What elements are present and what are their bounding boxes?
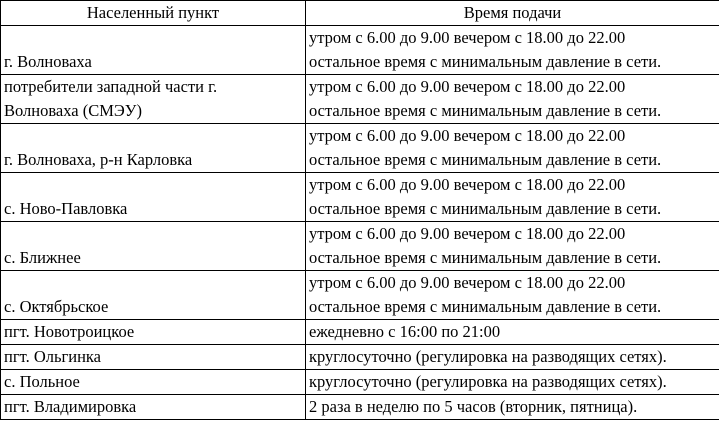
cell-line: круглосуточно (регулировка на разводящих… [309,347,667,366]
cell-line: утром с 6.00 до 9.00 вечером с 18.00 до … [309,273,626,292]
place-cell: с. Ново-Павловка [0,172,306,222]
table-row: г. Волноваха, р-н Карловка утром с 6.00 д… [0,123,719,173]
place-cell: г. Волноваха [0,25,306,75]
schedule-cell: утром с 6.00 до 9.00 вечером с 18.00 до … [305,270,719,320]
table-row: с. Польное круглосуточно (регулировка на … [0,369,719,395]
schedule-cell: утром с 6.00 до 9.00 вечером с 18.00 до … [305,74,719,124]
table-row: пгт. Новотроицкое ежедневно с 16:00 по 21… [0,319,719,345]
cell-line: Волноваха (СМЭУ) [4,101,142,120]
table-row: с. Ново-Павловка утром с 6.00 до 9.00 веч… [0,172,719,222]
cell-line: остальное время с минимальным давление в… [309,248,662,267]
schedule-cell: утром с 6.00 до 9.00 вечером с 18.00 до … [305,172,719,222]
table-row: с. Ближнее утром с 6.00 до 9.00 вечером с… [0,221,719,271]
schedule-cell: утром с 6.00 до 9.00 вечером с 18.00 до … [305,123,719,173]
header-cell: Время подачи [305,0,719,26]
schedule-cell: круглосуточно (регулировка на разводящих… [305,369,719,395]
cell-line: остальное время с минимальным давление в… [309,150,662,169]
cell-line: утром с 6.00 до 9.00 вечером с 18.00 до … [309,126,626,145]
header-row: Населенный пункт Время подачи [0,0,719,26]
place-cell: пгт. Владимировка [0,394,306,420]
cell-line: остальное время с минимальным давление в… [309,199,662,218]
cell-line: остальное время с минимальным давление в… [309,297,662,316]
cell-line: с. Октябрьское [4,297,109,316]
place-cell: г. Волноваха, р-н Карловка [0,123,306,173]
cell-line: с. Ближнее [4,248,81,267]
cell-line: г. Волноваха [4,52,92,71]
table-row: потребители западной части г. Волноваха (… [0,74,719,124]
cell-line: г. Волноваха, р-н Карловка [4,150,193,169]
cell-line: круглосуточно (регулировка на разводящих… [309,372,667,391]
schedule-cell: ежедневно с 16:00 по 21:00 [305,319,719,345]
place-cell: пгт. Новотроицкое [0,319,306,345]
cell-line: пгт. Ольгинка [4,347,102,366]
table-body: г. Волноваха утром с 6.00 до 9.00 вечером… [0,25,719,420]
cell-line: утром с 6.00 до 9.00 вечером с 18.00 до … [309,77,626,96]
cell-line: ежедневно с 16:00 по 21:00 [309,322,501,341]
place-cell: потребители западной части г. Волноваха (… [0,74,306,124]
cell-line: утром с 6.00 до 9.00 вечером с 18.00 до … [309,224,626,243]
place-cell: пгт. Ольгинка [0,344,306,370]
cell-line: пгт. Владимировка [4,397,137,416]
schedule-cell: 2 раза в неделю по 5 часов (вторник, пят… [305,394,719,420]
cell-line: утром с 6.00 до 9.00 вечером с 18.00 до … [309,28,626,47]
header-cell: Населенный пункт [0,0,306,26]
schedule-cell: утром с 6.00 до 9.00 вечером с 18.00 до … [305,221,719,271]
place-cell: с. Польное [0,369,306,395]
place-cell: с. Октябрьское [0,270,306,320]
table-row: пгт. Владимировка 2 раза в неделю по 5 ча… [0,394,719,420]
table-row: с. Октябрьское утром с 6.00 до 9.00 вечер… [0,270,719,320]
cell-line: 2 раза в неделю по 5 часов (вторник, пят… [309,397,638,416]
schedule-cell: круглосуточно (регулировка на разводящих… [305,344,719,370]
cell-line: с. Ново-Павловка [4,199,128,218]
schedule-cell: утром с 6.00 до 9.00 вечером с 18.00 до … [305,25,719,75]
cell-line: остальное время с минимальным давление в… [309,101,662,120]
cell-line: утром с 6.00 до 9.00 вечером с 18.00 до … [309,175,626,194]
table-row: г. Волноваха утром с 6.00 до 9.00 вечером… [0,25,719,75]
cell-line: остальное время с минимальным давление в… [309,52,662,71]
cell-line: с. Польное [4,372,80,391]
place-cell: с. Ближнее [0,221,306,271]
cell-line: пгт. Новотроицкое [4,322,135,341]
cell-line: потребители западной части г. [4,77,218,96]
table-row: пгт. Ольгинка круглосуточно (регулировка … [0,344,719,370]
